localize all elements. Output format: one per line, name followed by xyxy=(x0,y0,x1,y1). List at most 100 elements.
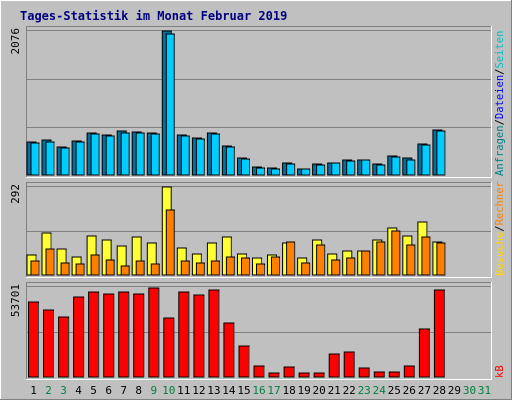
bar-middle-s1-d27 xyxy=(421,236,431,276)
bar-bottom-s0-d21 xyxy=(328,353,340,378)
y-tick-label-bottom: 53701 xyxy=(9,284,22,317)
x-tick-label: 29 xyxy=(448,384,461,397)
bar-bottom-s0-d26 xyxy=(403,365,415,378)
legend-entry: kB xyxy=(494,365,506,378)
bar-top-s1-d19 xyxy=(301,168,311,176)
x-axis-labels: 1 2 3 4 5 6 7 8 9 10 11 12 13 14 15 16 17 18 19 20 21 22 23 24 2… xyxy=(30,384,491,397)
x-tick-label: 9 xyxy=(150,384,157,397)
x-tick-label: 31 xyxy=(478,384,491,397)
bar-middle-s1-d23 xyxy=(361,250,371,276)
bar-middle-s1-d12 xyxy=(195,262,205,276)
bar-bottom-s0-d17 xyxy=(268,372,280,378)
y-tick-label-top: 2076 xyxy=(9,28,22,55)
bar-top-s1-d26 xyxy=(406,159,416,176)
chart-title: Tages-Statistik im Monat Februar 2019 xyxy=(20,9,287,23)
bar-bottom-s0-d2 xyxy=(43,309,54,378)
bar-middle-s1-d24 xyxy=(376,241,386,276)
bar-middle-s1-d18 xyxy=(286,241,296,276)
bar-top-s1-d22 xyxy=(346,160,356,176)
bar-bottom-s0-d8 xyxy=(133,293,145,378)
x-tick-label: 10 xyxy=(162,384,175,397)
bar-bottom-s0-d6 xyxy=(103,293,115,378)
legend-entry: Dateien xyxy=(494,75,506,119)
x-tick-label: 7 xyxy=(120,384,127,397)
x-tick-label: 5 xyxy=(90,384,97,397)
legend-entry: / xyxy=(494,69,506,75)
bar-bottom-s0-d28 xyxy=(433,289,445,378)
chart-panels: 2076Anfragen/Dateien/Seiten292Besuche/Re… xyxy=(9,26,506,380)
x-tick-label: 18 xyxy=(282,384,295,397)
bar-bottom-s0-d23 xyxy=(358,367,370,378)
bar-top-s1-d13 xyxy=(210,133,220,176)
x-tick-label: 22 xyxy=(343,384,356,397)
bar-middle-s1-d14 xyxy=(225,256,235,276)
legend-entry: Rechner xyxy=(494,181,506,225)
x-tick-label: 11 xyxy=(177,384,190,397)
x-tick-label: 14 xyxy=(222,384,236,397)
bar-middle-s1-d21 xyxy=(331,259,341,276)
x-tick-label: 1 xyxy=(30,384,37,397)
bar-top-s1-d16 xyxy=(256,167,265,176)
y-tick-label-middle: 292 xyxy=(9,184,22,204)
bar-middle-s1-d22 xyxy=(346,257,356,276)
bar-middle-s1-d25 xyxy=(391,230,401,276)
bar-top-s1-d15 xyxy=(241,158,250,176)
legend-entry: / xyxy=(494,225,506,231)
bar-middle-s1-d8 xyxy=(135,260,145,276)
bar-bottom-s0-d5 xyxy=(88,291,100,378)
bar-top-s1-d9 xyxy=(150,133,160,176)
bar-bottom-s0-d12 xyxy=(193,294,205,378)
bar-top-s1-d8 xyxy=(135,132,145,176)
bar-middle-s1-d13 xyxy=(210,260,220,276)
x-tick-label: 8 xyxy=(135,384,142,397)
x-tick-label: 2 xyxy=(45,384,52,397)
x-tick-label: 28 xyxy=(433,384,446,397)
bar-bottom-s0-d7 xyxy=(118,291,130,378)
bar-top-s1-d28 xyxy=(436,130,446,176)
bar-bottom-s0-d16 xyxy=(253,365,265,378)
bar-top-s1-d14 xyxy=(225,146,235,176)
legend-entry: / xyxy=(494,119,506,125)
legend-entry: Seiten xyxy=(494,31,506,69)
panel-bottom: 53701 kB xyxy=(9,282,506,380)
legend-middle: Besuche/Rechner xyxy=(494,181,506,276)
x-tick-label: 20 xyxy=(312,384,325,397)
bar-middle-s1-d15 xyxy=(241,257,250,276)
bar-middle-s1-d20 xyxy=(316,244,326,276)
bar-middle-s1-d11 xyxy=(180,260,190,276)
bar-middle-s1-d10 xyxy=(165,209,175,276)
x-tick-label: 4 xyxy=(75,384,82,397)
x-tick-label: 21 xyxy=(328,384,341,397)
x-tick-label: 15 xyxy=(237,384,250,397)
legend-entry: Anfragen xyxy=(494,125,506,176)
x-tick-label: 6 xyxy=(105,384,112,397)
bar-bottom-s0-d24 xyxy=(373,371,385,378)
bar-bottom-s0-d3 xyxy=(58,316,70,378)
bar-top-s1-d27 xyxy=(421,144,431,176)
panel-middle: 292 Besuche/Rechner xyxy=(9,181,506,278)
x-tick-label: 16 xyxy=(252,384,265,397)
bar-middle-s1-d1 xyxy=(30,260,40,276)
bar-top-s1-d18 xyxy=(286,163,296,176)
bar-bottom-s0-d15 xyxy=(238,345,250,378)
bar-middle-s1-d6 xyxy=(105,259,115,276)
bar-bottom-s0-d11 xyxy=(178,291,190,378)
x-tick-label: 19 xyxy=(297,384,310,397)
bar-top-s1-d3 xyxy=(60,147,70,176)
bar-middle-s1-d4 xyxy=(75,263,85,276)
legend-top: Anfragen/Dateien/Seiten xyxy=(494,31,506,176)
legend-entry: Besuche xyxy=(494,232,506,276)
bar-middle-s1-d28 xyxy=(436,242,446,276)
x-tick-label: 23 xyxy=(358,384,371,397)
bar-top-s1-d24 xyxy=(376,164,386,176)
x-tick-label: 30 xyxy=(463,384,476,397)
bar-bottom-s0-d25 xyxy=(388,371,400,378)
bar-top-s1-d25 xyxy=(391,156,401,176)
bar-top-s1-d2 xyxy=(45,141,55,176)
bar-top-s1-d1 xyxy=(30,142,40,176)
bar-bottom-s0-d9 xyxy=(148,287,160,378)
bar-top-s1-d12 xyxy=(195,138,205,176)
x-tick-label: 24 xyxy=(373,384,387,397)
